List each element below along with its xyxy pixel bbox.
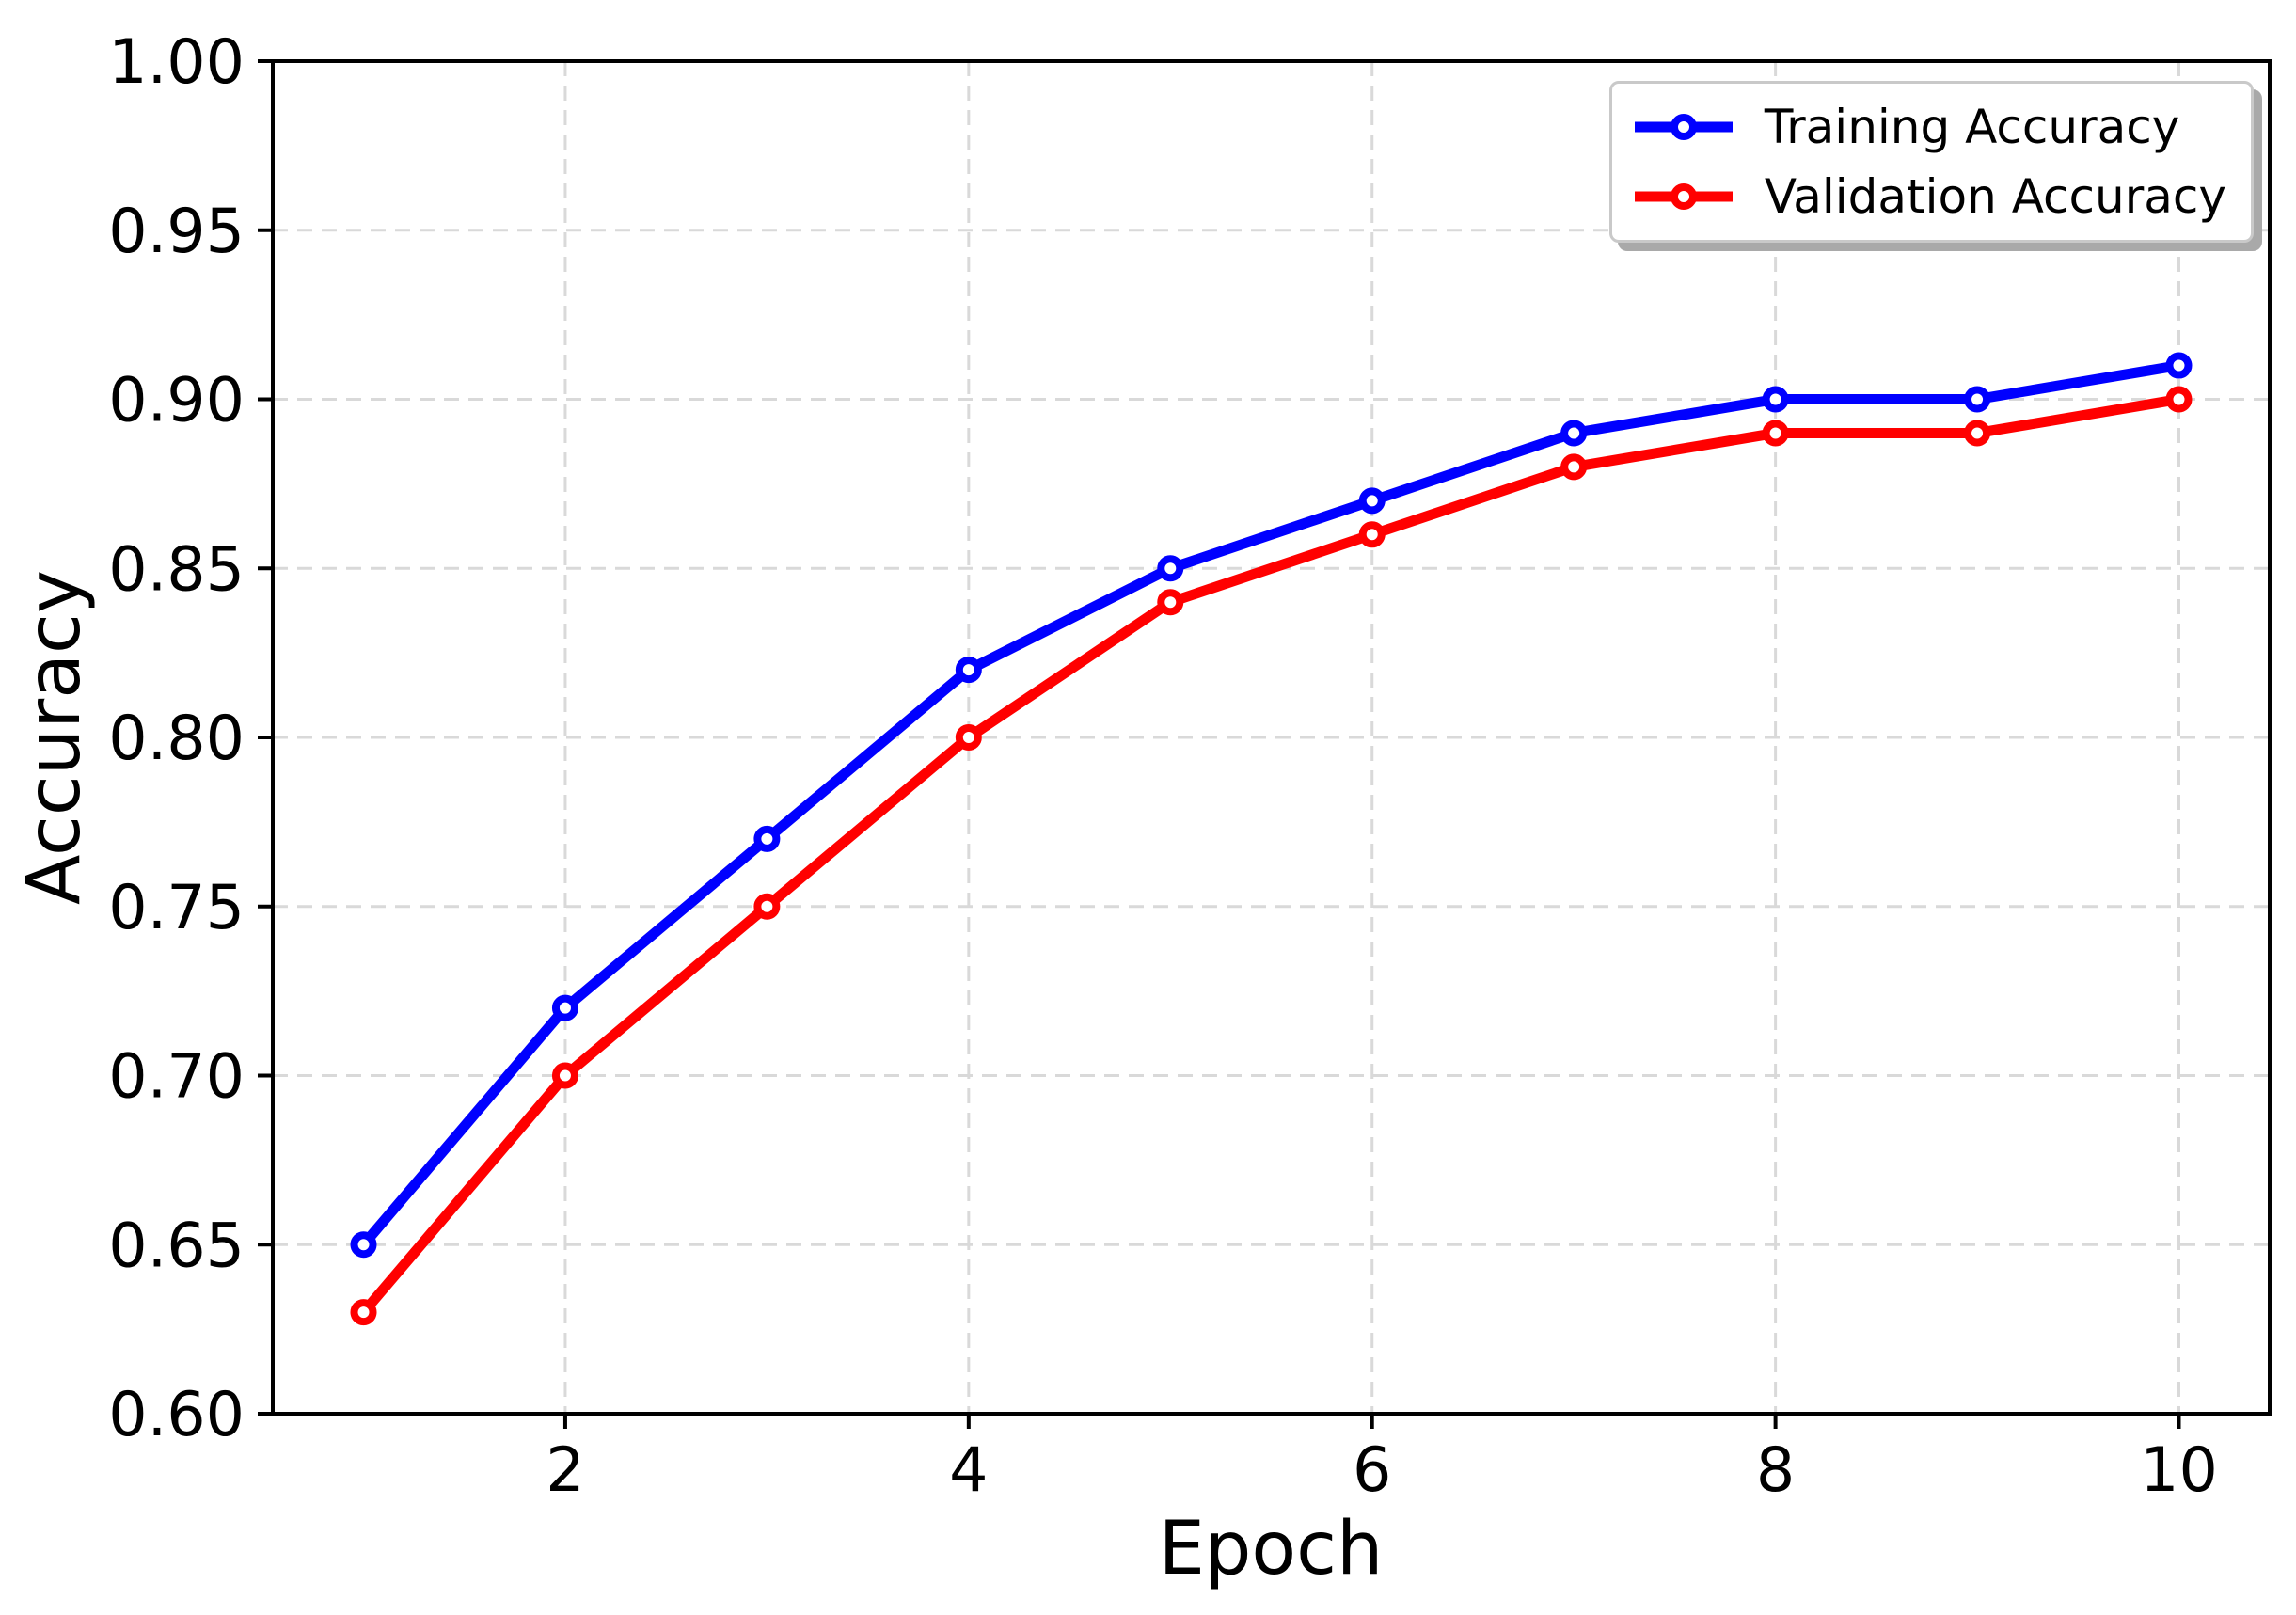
data-point-marker [1358, 521, 1386, 548]
x-tick-label: 2 [546, 1435, 584, 1506]
y-tick-label: 0.75 [108, 873, 245, 943]
data-point-marker [1157, 589, 1184, 616]
legend-label-validation: Validation Accuracy [1764, 169, 2226, 224]
data-point-marker [350, 1299, 377, 1326]
y-tick-label: 0.70 [108, 1042, 245, 1113]
data-point-marker [350, 1231, 377, 1259]
legend-label-training: Training Accuracy [1764, 100, 2180, 154]
data-point-marker [1762, 420, 1789, 447]
y-tick-label: 0.85 [108, 534, 245, 605]
data-point-marker [1560, 420, 1588, 447]
data-point-marker [955, 724, 982, 751]
legend-item-validation-accuracy: Validation Accuracy [1631, 166, 2226, 227]
y-tick-label: 0.60 [108, 1380, 245, 1450]
x-tick-label: 6 [1353, 1435, 1391, 1506]
training-line-marker-icon [1634, 114, 1733, 140]
validation-line-marker-icon [1634, 183, 1733, 210]
series-layer [350, 352, 2193, 1326]
y-axis-label: Accuracy [12, 570, 97, 905]
y-tick-label: 0.90 [108, 366, 245, 436]
grid-layer [273, 59, 2270, 1416]
data-point-marker [955, 657, 982, 684]
x-tick-label: 10 [2140, 1435, 2218, 1506]
legend: Training Accuracy Validation Accuracy [1608, 81, 2254, 243]
y-tick-label: 1.00 [108, 27, 245, 98]
x-axis-label: Epoch [1159, 1507, 1384, 1591]
data-point-marker [753, 893, 781, 920]
y-tick-label: 0.95 [108, 197, 245, 267]
data-point-marker [2165, 386, 2193, 413]
data-point-marker [1358, 487, 1386, 515]
series-line-1 [359, 394, 2180, 1316]
x-tick-label: 8 [1756, 1435, 1795, 1506]
data-point-marker [551, 994, 578, 1021]
y-tick-label: 0.65 [108, 1211, 245, 1281]
data-point-marker [1964, 386, 1991, 413]
series-line-0 [359, 360, 2180, 1248]
y-tick-label: 0.80 [108, 704, 245, 774]
data-point-marker [1157, 555, 1184, 582]
data-point-marker [753, 825, 781, 852]
data-point-marker [1762, 386, 1789, 413]
x-tick-label: 4 [949, 1435, 988, 1506]
tick-label-layer: 2 4 6 8 10 0.60 0.65 0.70 0.75 0.80 0.85 0.90 0.95 1.… [108, 27, 2218, 1506]
legend-item-training-accuracy: Training Accuracy [1631, 97, 2226, 157]
data-point-marker [1964, 420, 1991, 447]
data-point-marker [1560, 453, 1588, 481]
data-point-marker [551, 1062, 578, 1089]
data-point-marker [2165, 352, 2193, 379]
axes-layer [258, 59, 2272, 1429]
